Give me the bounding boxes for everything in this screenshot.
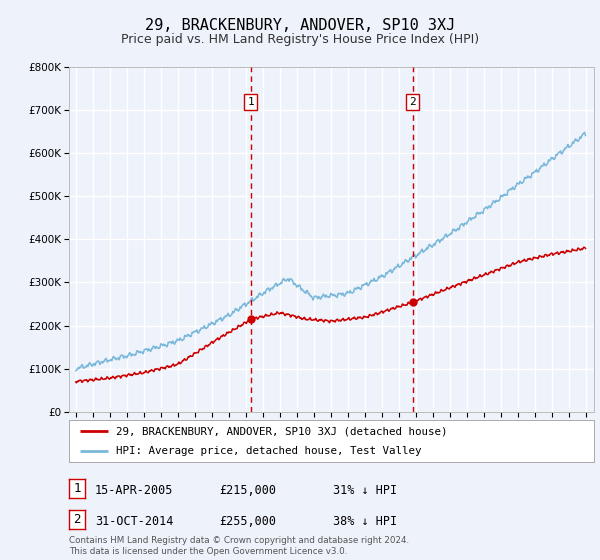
Text: 2: 2 bbox=[409, 97, 416, 106]
Text: 15-APR-2005: 15-APR-2005 bbox=[95, 484, 173, 497]
Text: 29, BRACKENBURY, ANDOVER, SP10 3XJ (detached house): 29, BRACKENBURY, ANDOVER, SP10 3XJ (deta… bbox=[116, 426, 448, 436]
Text: 1: 1 bbox=[247, 97, 254, 106]
Text: 31% ↓ HPI: 31% ↓ HPI bbox=[333, 484, 397, 497]
Text: HPI: Average price, detached house, Test Valley: HPI: Average price, detached house, Test… bbox=[116, 446, 422, 456]
Text: £255,000: £255,000 bbox=[219, 515, 276, 529]
Text: Price paid vs. HM Land Registry's House Price Index (HPI): Price paid vs. HM Land Registry's House … bbox=[121, 32, 479, 46]
Text: 38% ↓ HPI: 38% ↓ HPI bbox=[333, 515, 397, 529]
Text: 29, BRACKENBURY, ANDOVER, SP10 3XJ: 29, BRACKENBURY, ANDOVER, SP10 3XJ bbox=[145, 18, 455, 32]
Text: Contains HM Land Registry data © Crown copyright and database right 2024.
This d: Contains HM Land Registry data © Crown c… bbox=[69, 536, 409, 556]
Text: 1: 1 bbox=[73, 482, 80, 495]
Text: 31-OCT-2014: 31-OCT-2014 bbox=[95, 515, 173, 529]
Text: 2: 2 bbox=[73, 513, 80, 526]
Text: £215,000: £215,000 bbox=[219, 484, 276, 497]
